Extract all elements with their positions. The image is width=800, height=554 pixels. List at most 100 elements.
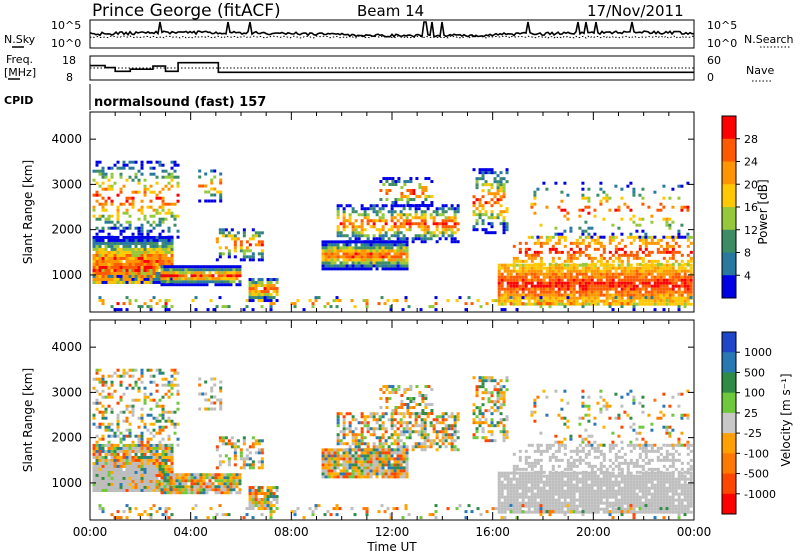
- power-cell: [163, 283, 167, 287]
- velocity-cell: [113, 455, 117, 459]
- velocity-cell: [220, 479, 224, 483]
- power-cell: [393, 243, 397, 247]
- velocity-cell: [399, 469, 403, 473]
- power-cell: [434, 296, 438, 300]
- power-cell: [500, 296, 504, 300]
- velocity-cell: [167, 410, 171, 414]
- power-cell: [327, 261, 331, 265]
- power-cell: [435, 207, 439, 211]
- power-cell: [662, 256, 666, 260]
- power-cell: [487, 201, 491, 205]
- power-cell: [229, 268, 233, 272]
- power-cell: [396, 246, 400, 250]
- power-cell: [396, 249, 400, 253]
- power-cell: [384, 234, 388, 238]
- power-cell: [539, 281, 543, 285]
- power-cell: [131, 199, 135, 203]
- power-cell: [393, 225, 397, 229]
- power-cell: [164, 253, 168, 257]
- power-cell: [620, 266, 624, 270]
- velocity-cell: [342, 418, 346, 422]
- velocity-cell: [119, 374, 123, 378]
- velocity-cell: [175, 485, 179, 489]
- velocity-cell: [92, 422, 96, 426]
- power-cell: [98, 193, 102, 197]
- power-cell: [614, 284, 618, 288]
- power-cell: [134, 160, 138, 164]
- power-cell: [487, 189, 491, 193]
- velocity-cell: [242, 442, 246, 446]
- power-cell: [632, 272, 636, 276]
- noise-left-tick-bottom: 10^0: [51, 37, 81, 50]
- velocity-cell: [143, 458, 147, 462]
- velocity-cell: [378, 427, 382, 431]
- velocity-cell: [223, 491, 227, 495]
- power-cell: [348, 258, 352, 262]
- power-cell: [360, 264, 364, 268]
- power-cell: [478, 177, 482, 181]
- power-cell: [500, 287, 504, 291]
- power-cell: [170, 305, 174, 309]
- power-cell: [210, 187, 214, 191]
- power-cell: [680, 253, 684, 257]
- power-cell: [389, 305, 393, 309]
- velocity-cell: [98, 425, 102, 429]
- power-cell: [378, 234, 382, 238]
- velocity-cell: [198, 407, 202, 411]
- power-cell: [403, 183, 407, 187]
- power-cell: [116, 193, 120, 197]
- power-cell: [378, 207, 382, 211]
- power-cell: [184, 268, 188, 272]
- power-cell: [490, 186, 494, 190]
- power-cell: [560, 299, 564, 303]
- power-cell: [444, 225, 448, 229]
- power-cell: [351, 222, 355, 226]
- power-cell: [351, 225, 355, 229]
- power-cell: [647, 284, 651, 288]
- power-cell: [333, 267, 337, 271]
- power-cell: [223, 265, 227, 269]
- velocity-cell: [342, 469, 346, 473]
- power-cell: [155, 181, 159, 185]
- power-cell: [101, 250, 105, 254]
- velocity-cell: [384, 430, 388, 434]
- power-cell: [269, 299, 273, 303]
- power-cell: [362, 299, 366, 303]
- power-cell: [101, 226, 105, 230]
- power-cell: [330, 249, 334, 253]
- power-cell: [524, 253, 528, 257]
- power-cell: [524, 296, 528, 300]
- velocity-cell: [170, 455, 174, 459]
- velocity-cell: [158, 446, 162, 450]
- power-y-axis-label: Slant Range [km]: [21, 160, 35, 264]
- velocity-cell: [163, 482, 167, 486]
- velocity-cell: [399, 463, 403, 467]
- power-cell: [626, 302, 630, 306]
- velocity-cell: [232, 476, 236, 480]
- power-cell: [539, 296, 543, 300]
- velocity-cell: [230, 445, 234, 449]
- velocity-cell: [199, 491, 203, 495]
- power-cell: [638, 299, 642, 303]
- power-cell: [128, 160, 132, 164]
- power-cell: [146, 247, 150, 251]
- power-cell: [369, 204, 373, 208]
- velocity-cell: [161, 395, 165, 399]
- power-cell: [158, 205, 162, 209]
- power-cell: [518, 293, 522, 297]
- velocity-cell: [175, 491, 179, 495]
- power-cell: [372, 222, 376, 226]
- power-cell: [345, 267, 349, 271]
- power-cell: [92, 265, 96, 269]
- power-cell: [366, 216, 370, 220]
- power-cell: [199, 277, 203, 281]
- power-cell: [357, 252, 361, 256]
- power-cell: [569, 269, 573, 273]
- velocity-cell: [396, 427, 400, 431]
- power-cell: [95, 271, 99, 275]
- power-cell: [167, 262, 171, 266]
- power-cell: [248, 255, 252, 259]
- power-cell: [161, 205, 165, 209]
- power-cell: [272, 278, 276, 282]
- power-cell: [617, 241, 621, 245]
